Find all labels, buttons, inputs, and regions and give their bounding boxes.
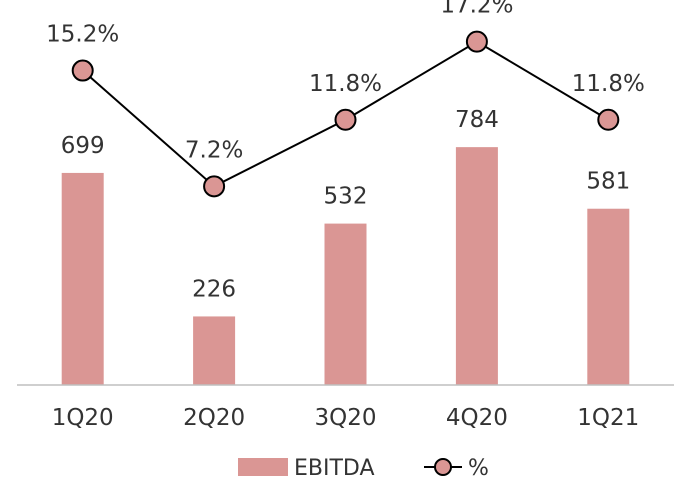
legend: EBITDA % bbox=[238, 456, 489, 481]
legend-marker-percent bbox=[434, 458, 452, 476]
bar-2Q20 bbox=[193, 316, 236, 385]
bar-1Q21 bbox=[587, 208, 630, 385]
bar-label-1Q21: 581 bbox=[586, 169, 630, 195]
bar-label-4Q20: 784 bbox=[455, 107, 499, 133]
percent-data-labels: 15.2% 7.2% 11.8% 17.2% 11.8% bbox=[46, 0, 645, 163]
percent-point-2Q20 bbox=[203, 175, 226, 198]
percent-label-1Q20: 15.2% bbox=[46, 22, 119, 48]
percent-point-4Q20 bbox=[465, 30, 488, 53]
bar-3Q20 bbox=[324, 223, 367, 385]
bar-label-1Q20: 699 bbox=[61, 133, 105, 159]
bar-label-3Q20: 532 bbox=[324, 184, 368, 210]
x-tick-3Q20: 3Q20 bbox=[314, 405, 376, 431]
percent-label-3Q20: 11.8% bbox=[309, 71, 382, 97]
percent-label-1Q21: 11.8% bbox=[572, 71, 645, 97]
percent-point-1Q20 bbox=[71, 59, 94, 82]
legend-label-ebitda: EBITDA bbox=[294, 456, 375, 481]
percent-point-1Q21 bbox=[597, 108, 620, 131]
x-tick-1Q21: 1Q21 bbox=[577, 405, 639, 431]
bar-label-2Q20: 226 bbox=[192, 276, 236, 302]
bar-series bbox=[61, 147, 630, 385]
bar-1Q20 bbox=[61, 172, 104, 385]
percent-label-2Q20: 7.2% bbox=[185, 137, 243, 163]
legend-label-percent: % bbox=[468, 456, 489, 481]
x-tick-1Q20: 1Q20 bbox=[52, 405, 114, 431]
legend-swatch-ebitda bbox=[238, 458, 288, 476]
x-axis-ticks: 1Q20 2Q20 3Q20 4Q20 1Q21 bbox=[52, 405, 640, 431]
x-tick-4Q20: 4Q20 bbox=[446, 405, 508, 431]
bar-data-labels: 699 226 532 784 581 bbox=[61, 107, 631, 302]
percent-point-3Q20 bbox=[334, 108, 357, 131]
percent-label-4Q20: 17.2% bbox=[440, 0, 513, 19]
bar-4Q20 bbox=[455, 147, 498, 385]
percent-series bbox=[71, 30, 620, 198]
x-tick-2Q20: 2Q20 bbox=[183, 405, 245, 431]
